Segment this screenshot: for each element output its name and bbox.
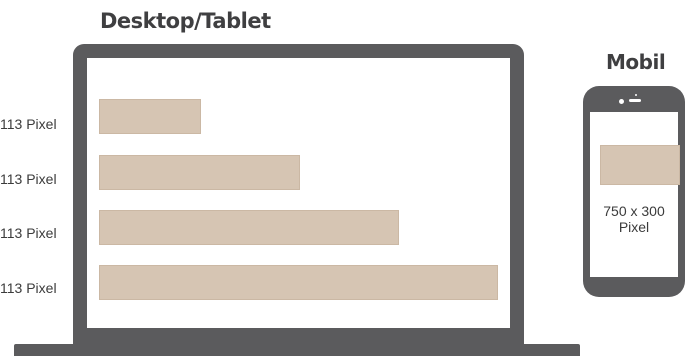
phone-speaker-icon [629,99,641,102]
desktop-banner-4 [99,265,498,300]
mobile-title: Mobil [606,50,666,74]
smartphone: 750 x 300 Pixel [583,86,685,297]
mobile-banner [600,145,680,185]
banner-height-label: 113 Pixel [0,116,57,132]
desktop-banner-3 [99,210,399,245]
phone-sensor-icon [635,94,637,96]
desktop-banner-2 [99,155,300,190]
phone-camera-icon [619,99,624,104]
desktop-banner-1 [99,99,201,134]
mobile-banner-size-value: 750 x 300 [603,203,665,219]
phone-screen: 750 x 300 Pixel [590,112,680,277]
desktop-tablet-title: Desktop/Tablet [100,9,271,33]
banner-height-label: 113 Pixel [0,171,57,187]
banner-height-label: 113 Pixel [0,225,57,241]
laptop-screen [73,44,524,346]
laptop-base [14,344,580,356]
mobile-banner-size: 750 x 300 Pixel [590,203,678,235]
mobile-banner-size-unit: Pixel [618,219,650,235]
banner-height-label: 113 Pixel [0,280,57,296]
